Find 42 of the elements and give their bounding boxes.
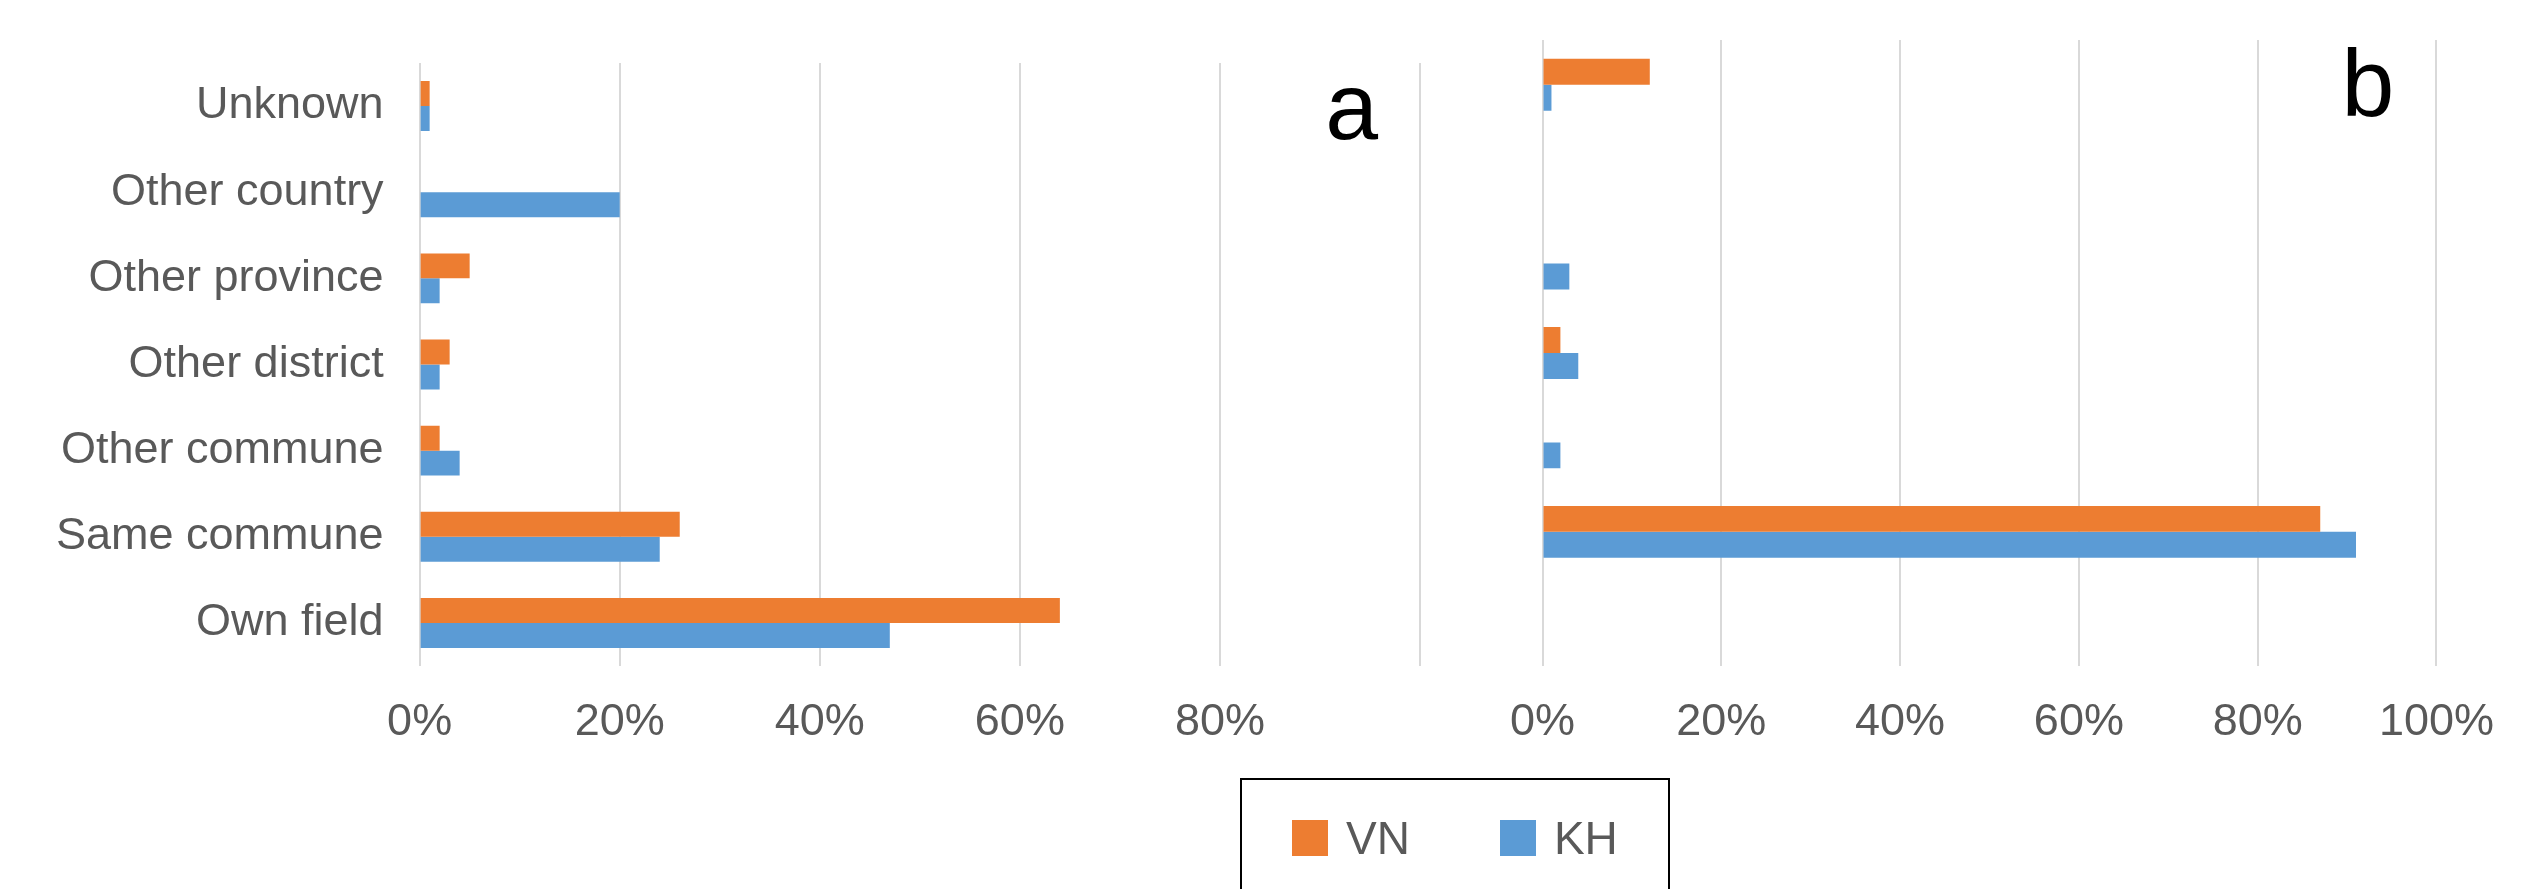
bar xyxy=(420,511,680,537)
x-tick-label: 60% xyxy=(974,694,1065,746)
x-tick-label: 80% xyxy=(1174,694,1265,746)
x-tick-label: 20% xyxy=(1676,694,1767,746)
legend-label: KH xyxy=(1553,811,1618,865)
annotation: a xyxy=(1325,52,1379,159)
bar xyxy=(420,536,660,562)
x-tick-label: 0% xyxy=(1510,694,1576,746)
x-tick-label: 40% xyxy=(1855,694,1946,746)
y-tick-label: Other commune xyxy=(61,422,384,474)
x-tick-label: 100% xyxy=(2378,694,2494,746)
x-tick-label: 60% xyxy=(2033,694,2124,746)
y-tick-label: Other district xyxy=(128,335,385,387)
x-tick-label: 0% xyxy=(387,694,453,746)
bar xyxy=(420,106,430,132)
bar xyxy=(420,364,440,390)
bar xyxy=(1543,263,1570,290)
bar xyxy=(420,425,440,451)
bar xyxy=(1543,442,1561,469)
y-tick-label: Same commune xyxy=(55,508,384,560)
bar xyxy=(1543,531,2356,558)
y-tick-label: Other province xyxy=(88,249,384,301)
bar xyxy=(420,278,440,304)
bar xyxy=(420,253,470,279)
bar xyxy=(1543,327,1561,353)
legend-label: VN xyxy=(1346,811,1410,865)
bar xyxy=(1543,353,1579,379)
bar xyxy=(420,597,1060,623)
bar xyxy=(420,622,890,648)
bar xyxy=(420,339,450,365)
bar xyxy=(420,450,460,476)
x-tick-label: 40% xyxy=(774,694,865,746)
y-tick-label: Own field xyxy=(196,594,384,646)
annotation: b xyxy=(2341,29,2395,136)
bar xyxy=(1543,58,1650,85)
y-tick-label: Other country xyxy=(111,163,385,215)
bar xyxy=(420,192,620,218)
x-tick-label: 80% xyxy=(2212,694,2303,746)
y-tick-label: Unknown xyxy=(196,77,384,129)
x-tick-label: 20% xyxy=(574,694,665,746)
bar xyxy=(420,81,430,107)
bar xyxy=(1543,505,2321,532)
